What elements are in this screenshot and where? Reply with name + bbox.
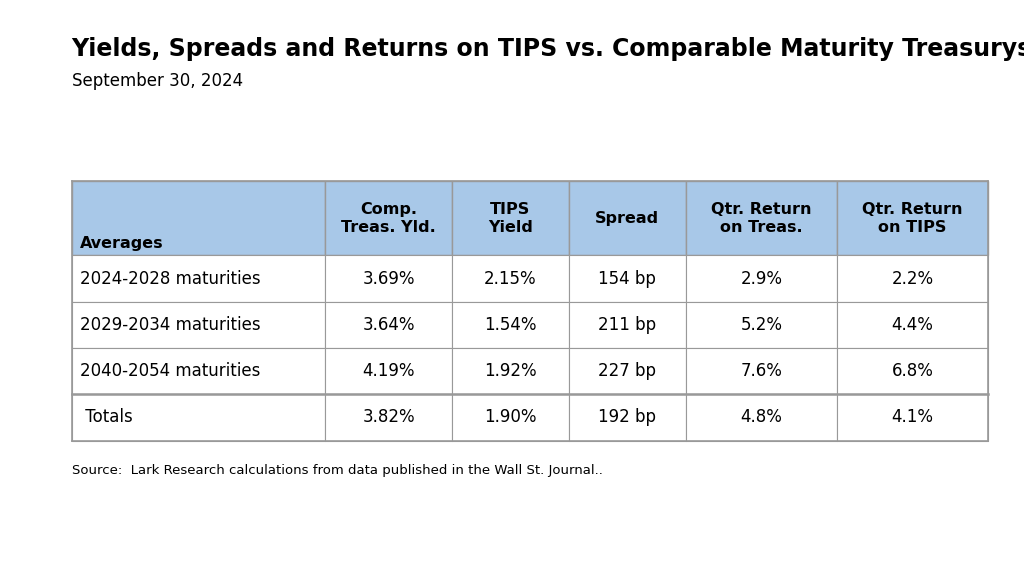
- Bar: [569, 181, 686, 256]
- Text: 3.64%: 3.64%: [362, 316, 415, 334]
- Bar: [686, 348, 837, 395]
- Text: Totals: Totals: [80, 408, 133, 426]
- Text: Yields, Spreads and Returns on TIPS vs. Comparable Maturity Treasurys: Yields, Spreads and Returns on TIPS vs. …: [72, 37, 1024, 62]
- Bar: [837, 256, 988, 302]
- Bar: [569, 256, 686, 302]
- Bar: [569, 395, 686, 441]
- Bar: [837, 302, 988, 348]
- Text: 5.2%: 5.2%: [740, 316, 782, 334]
- Text: 4.1%: 4.1%: [892, 408, 934, 426]
- Bar: [326, 181, 452, 256]
- Bar: [569, 302, 686, 348]
- Bar: [686, 302, 837, 348]
- Bar: [837, 395, 988, 441]
- Bar: [72, 256, 326, 302]
- Bar: [326, 302, 452, 348]
- Text: 7.6%: 7.6%: [740, 362, 782, 380]
- Bar: [326, 395, 452, 441]
- Bar: [452, 302, 569, 348]
- Bar: [569, 348, 686, 395]
- Bar: [452, 395, 569, 441]
- Text: 3.69%: 3.69%: [362, 270, 415, 287]
- Text: TIPS
Yield: TIPS Yield: [488, 202, 532, 234]
- Text: 227 bp: 227 bp: [598, 362, 656, 380]
- Text: 2024-2028 maturities: 2024-2028 maturities: [80, 270, 260, 287]
- Bar: [452, 181, 569, 256]
- Bar: [72, 395, 326, 441]
- Bar: [326, 256, 452, 302]
- Text: 211 bp: 211 bp: [598, 316, 656, 334]
- Text: Qtr. Return
on Treas.: Qtr. Return on Treas.: [712, 202, 812, 234]
- Bar: [72, 302, 326, 348]
- Text: September 30, 2024: September 30, 2024: [72, 72, 243, 90]
- Bar: [837, 181, 988, 256]
- Bar: [72, 181, 326, 256]
- Text: 154 bp: 154 bp: [598, 270, 656, 287]
- Bar: [452, 256, 569, 302]
- Text: 2029-2034 maturities: 2029-2034 maturities: [80, 316, 260, 334]
- Text: 4.19%: 4.19%: [362, 362, 415, 380]
- Bar: [72, 348, 326, 395]
- Text: Spread: Spread: [595, 211, 659, 226]
- Bar: [452, 348, 569, 395]
- Text: 1.92%: 1.92%: [484, 362, 537, 380]
- Text: Source:  Lark Research calculations from data published in the Wall St. Journal.: Source: Lark Research calculations from …: [72, 464, 602, 477]
- Text: 2040-2054 maturities: 2040-2054 maturities: [80, 362, 260, 380]
- Bar: [837, 348, 988, 395]
- Text: 1.90%: 1.90%: [484, 408, 537, 426]
- Text: 2.15%: 2.15%: [484, 270, 537, 287]
- Text: Averages: Averages: [80, 236, 164, 251]
- Bar: [326, 348, 452, 395]
- Bar: [686, 256, 837, 302]
- Bar: [686, 395, 837, 441]
- Text: 2.9%: 2.9%: [740, 270, 782, 287]
- Text: 192 bp: 192 bp: [598, 408, 656, 426]
- Text: 4.4%: 4.4%: [892, 316, 934, 334]
- Text: 3.82%: 3.82%: [362, 408, 415, 426]
- Text: 6.8%: 6.8%: [892, 362, 934, 380]
- Text: Comp.
Treas. Yld.: Comp. Treas. Yld.: [341, 202, 436, 234]
- Text: Qtr. Return
on TIPS: Qtr. Return on TIPS: [862, 202, 963, 234]
- Text: 2.2%: 2.2%: [892, 270, 934, 287]
- Text: 4.8%: 4.8%: [740, 408, 782, 426]
- Bar: [686, 181, 837, 256]
- Text: 1.54%: 1.54%: [484, 316, 537, 334]
